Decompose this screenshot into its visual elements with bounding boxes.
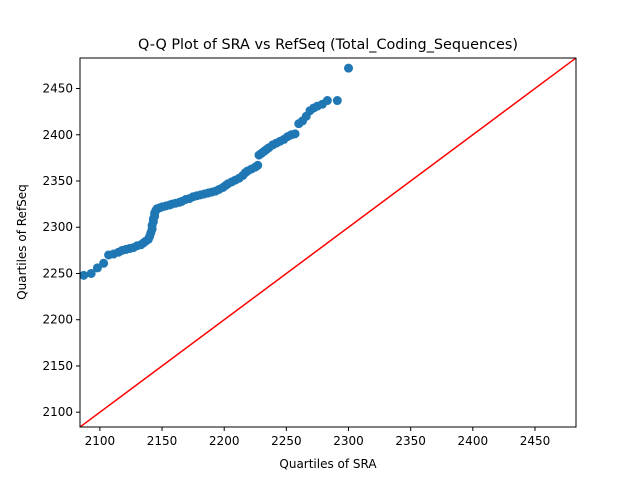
data-point bbox=[80, 270, 89, 280]
x-tick-label: 2350 bbox=[395, 434, 426, 448]
points-layer bbox=[80, 63, 354, 280]
x-tick-label: 2200 bbox=[209, 434, 240, 448]
y-tick-label: 2350 bbox=[42, 174, 73, 188]
y-axis-ticks: 2100 2150 2200 2250 2300 2350 2400 2450 bbox=[42, 82, 80, 419]
data-point bbox=[86, 268, 96, 278]
x-tick-label: 2150 bbox=[147, 434, 178, 448]
x-axis-ticks: 2100 2150 2200 2250 2300 2350 2400 2450 bbox=[85, 427, 551, 448]
y-tick-label: 2400 bbox=[42, 128, 73, 142]
x-tick-label: 2300 bbox=[333, 434, 364, 448]
data-point bbox=[99, 258, 109, 268]
y-axis-label: Quartiles of RefSeq bbox=[15, 184, 29, 300]
data-point bbox=[92, 263, 102, 273]
x-tick-label: 2400 bbox=[458, 434, 489, 448]
y-tick-label: 2450 bbox=[42, 82, 73, 96]
y-tick-label: 2200 bbox=[42, 313, 73, 327]
y-tick-label: 2100 bbox=[42, 405, 73, 419]
y-tick-label: 2300 bbox=[42, 220, 73, 234]
plot-frame bbox=[79, 57, 577, 428]
data-point bbox=[322, 96, 332, 106]
x-axis-label: Quartiles of SRA bbox=[279, 457, 377, 471]
chart-title: Q-Q Plot of SRA vs RefSeq (Total_Coding_… bbox=[138, 37, 518, 53]
x-tick-label: 2250 bbox=[271, 434, 302, 448]
data-point bbox=[290, 129, 300, 139]
x-tick-label: 2100 bbox=[85, 434, 116, 448]
y-tick-label: 2250 bbox=[42, 266, 73, 280]
reference-line bbox=[80, 58, 576, 427]
data-point bbox=[332, 96, 342, 106]
data-point bbox=[253, 160, 263, 170]
data-point bbox=[344, 63, 354, 73]
y-tick-label: 2150 bbox=[42, 359, 73, 373]
x-tick-label: 2450 bbox=[520, 434, 551, 448]
